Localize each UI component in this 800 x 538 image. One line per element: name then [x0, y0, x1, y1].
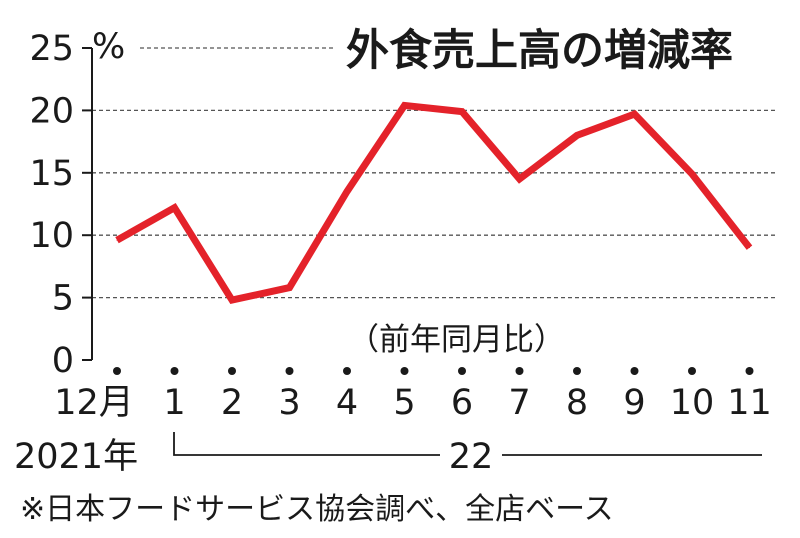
x-tick-label: 6 — [451, 383, 473, 423]
data-point — [576, 134, 578, 136]
y-axis — [82, 47, 93, 361]
data-point — [231, 299, 233, 301]
y-tick-label: 15 — [29, 154, 74, 194]
x-tick-label: 10 — [670, 383, 715, 423]
x-dot — [170, 367, 179, 375]
x-tick-label: 9 — [623, 383, 645, 423]
x-tick-label: 12月 — [54, 383, 134, 423]
gridlines — [92, 47, 778, 299]
x-tick-label: 2 — [221, 383, 243, 423]
x-dot — [400, 367, 409, 375]
x-dot — [515, 367, 524, 375]
y-tick-label: 10 — [29, 216, 74, 256]
y-tick-label: 0 — [52, 341, 74, 381]
data-point — [289, 287, 290, 289]
y-tick-label: 20 — [29, 91, 74, 131]
x-dot — [630, 367, 639, 375]
x-tick-label: 11 — [727, 383, 772, 423]
x-tick-labels: 12月 1 2 3 4 5 6 7 8 9 10 11 — [54, 383, 772, 423]
x-dot — [285, 367, 294, 375]
x-dot — [228, 367, 236, 375]
data-point — [404, 104, 405, 106]
x-dot — [745, 367, 754, 375]
x-dot — [343, 367, 351, 375]
x-dot — [573, 367, 581, 375]
x-tick-label: 4 — [336, 383, 358, 423]
series-layer — [115, 101, 753, 305]
series-line — [115, 101, 753, 305]
data-point — [634, 113, 635, 115]
y-tick-labels: 0 5 10 15 20 25 — [29, 29, 74, 381]
data-point — [749, 247, 750, 249]
x-tick-label: 8 — [566, 383, 588, 423]
y-tick-label: 5 — [52, 279, 74, 319]
chart-note: （前年同月比） — [348, 322, 565, 358]
data-point — [346, 191, 348, 193]
x-dots — [113, 367, 754, 375]
x-dot — [113, 367, 121, 375]
x-dot — [688, 367, 696, 375]
year-label-2021: 2021年 — [14, 437, 138, 477]
chart-title: 外食売上高の増減率 — [346, 26, 733, 76]
x-dot — [458, 367, 466, 375]
y-unit-label: % — [92, 27, 125, 67]
x-tick-label: 1 — [163, 383, 185, 423]
y-tick-label: 25 — [29, 29, 74, 69]
data-point — [691, 173, 693, 175]
data-point — [116, 239, 118, 241]
x-tick-label: 3 — [278, 383, 300, 423]
x-tick-label: 7 — [508, 383, 530, 423]
x-tick-label: 5 — [393, 383, 415, 423]
year-bracket-left — [173, 432, 440, 456]
data-point — [174, 207, 175, 209]
year-bracket: 2021年 22 — [14, 432, 762, 477]
data-point — [519, 178, 520, 180]
year-label-2022: 22 — [449, 437, 494, 477]
data-point — [461, 111, 463, 113]
source-note: ※日本フードサービス協会調べ、全店ベース — [20, 492, 614, 527]
